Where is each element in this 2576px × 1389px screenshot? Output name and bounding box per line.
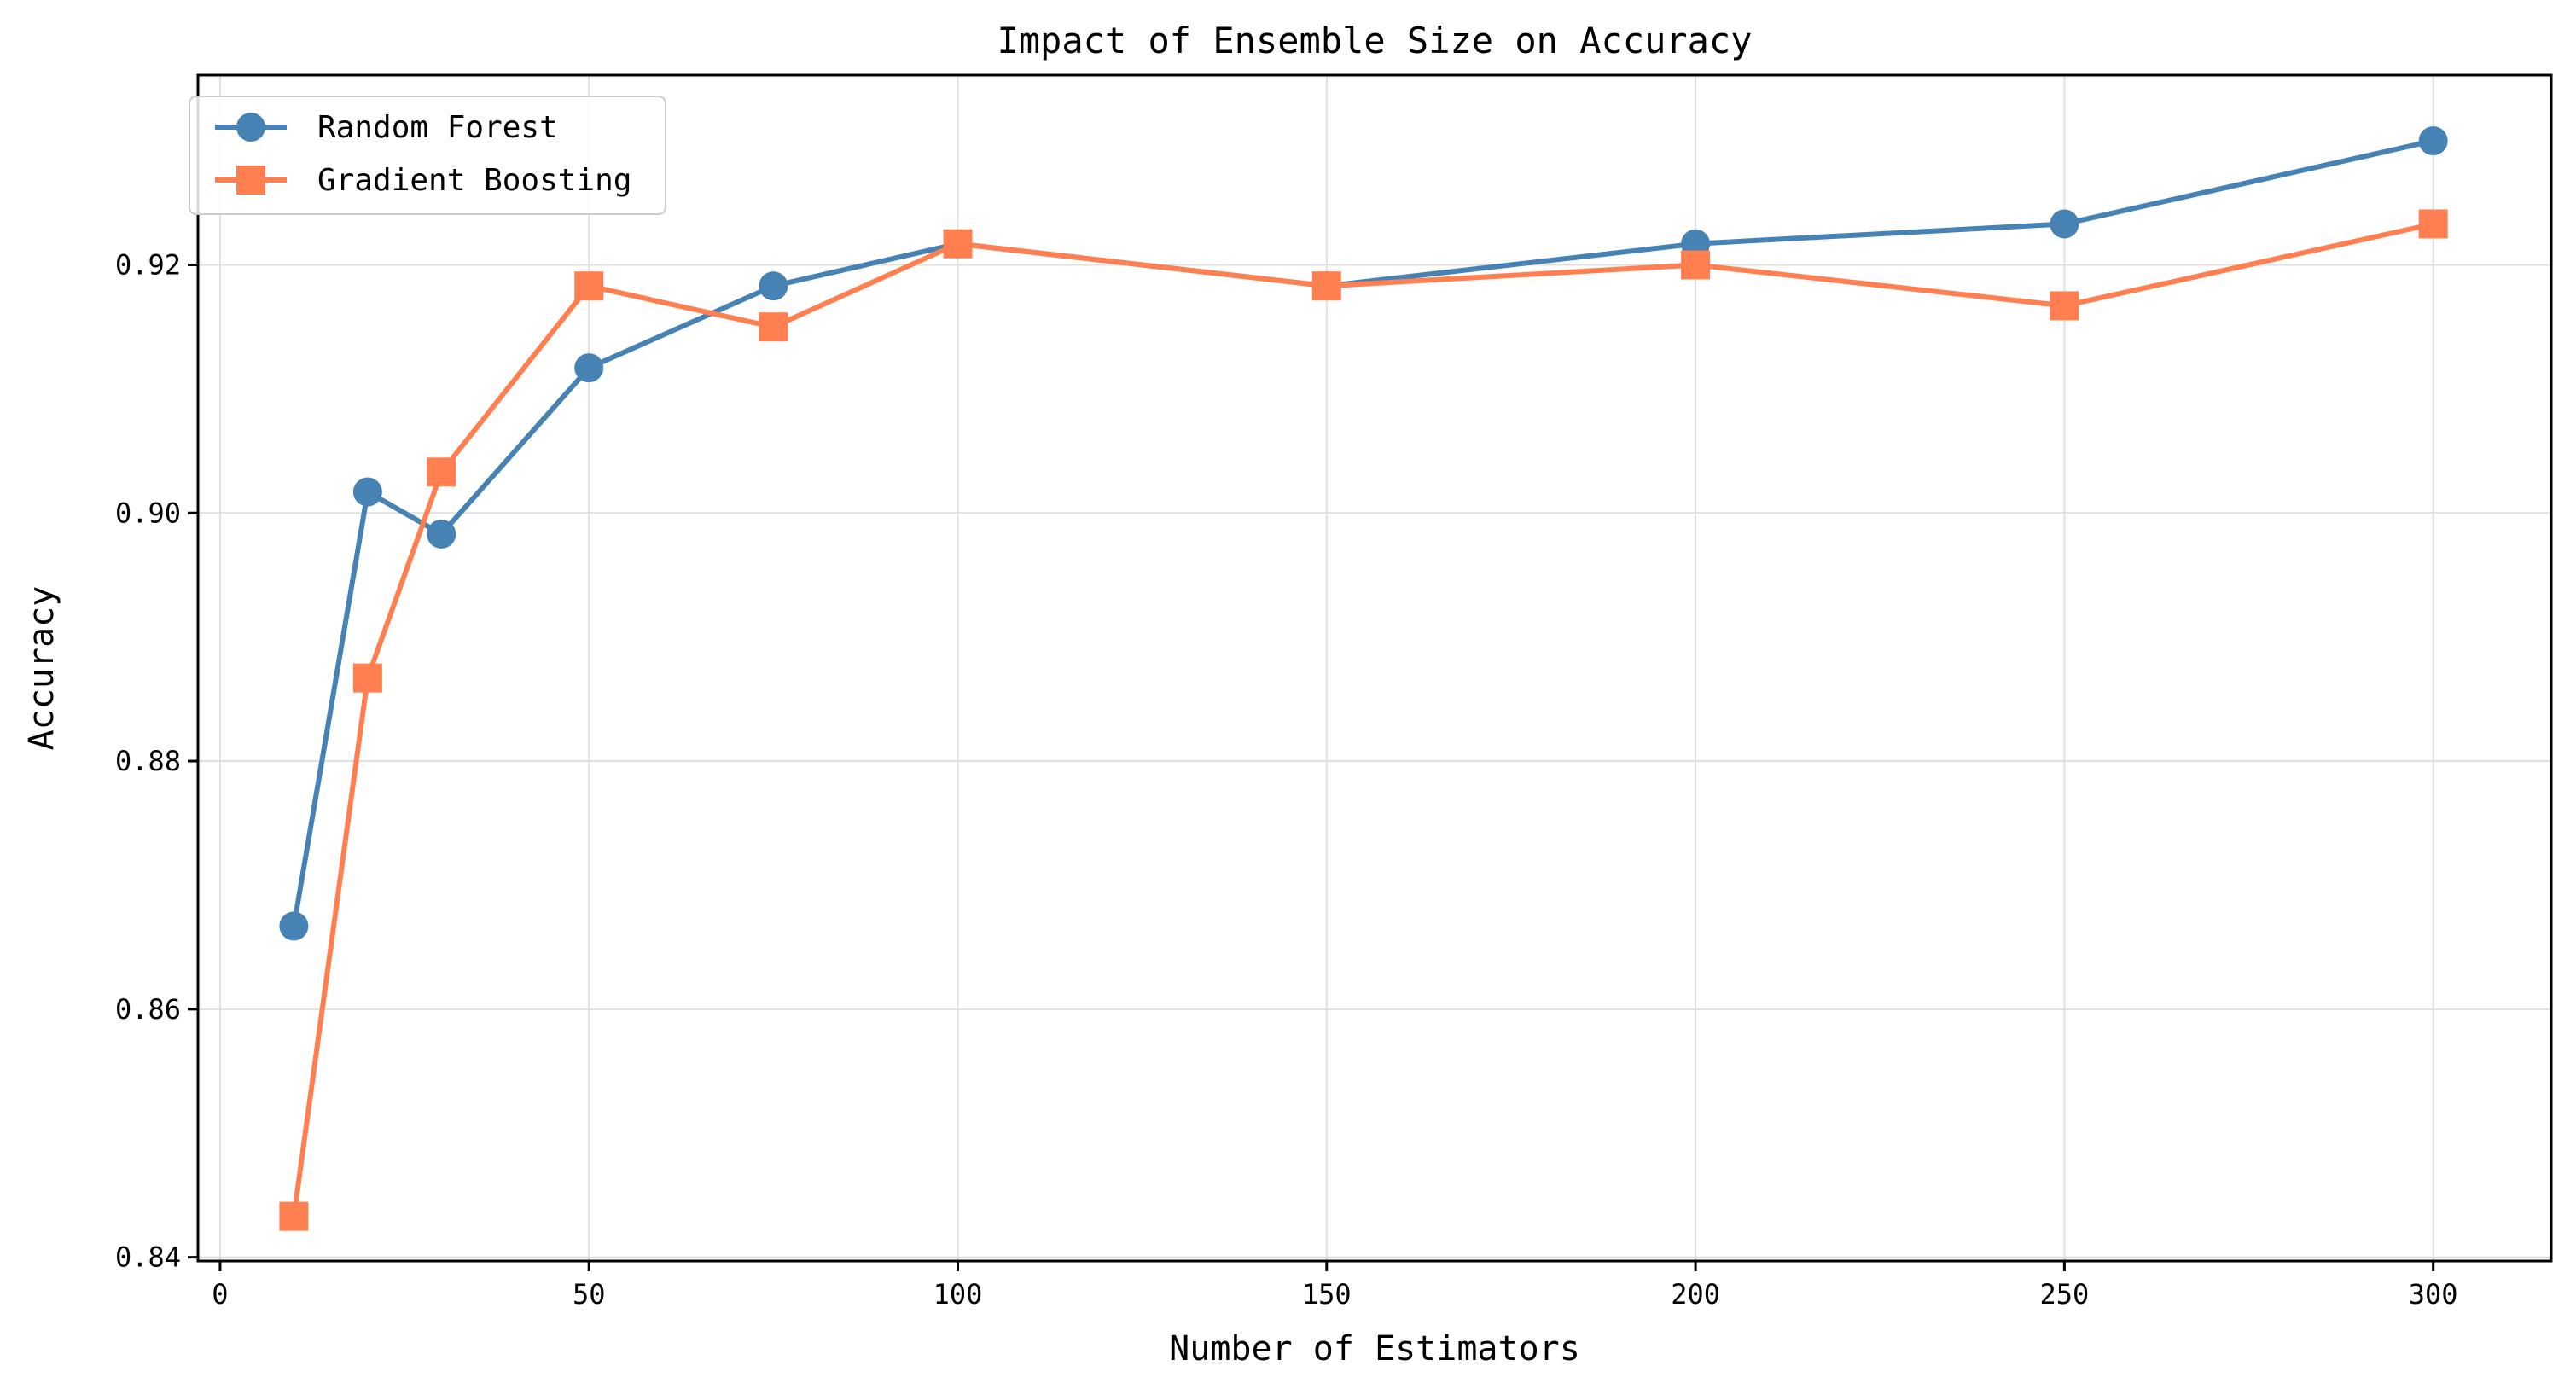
x-tick-label: 150	[1302, 1278, 1352, 1311]
y-tick-label: 0.86	[115, 993, 181, 1026]
data-point	[427, 519, 456, 549]
plot-area-frame	[196, 73, 2553, 1263]
chart-title: Impact of Ensemble Size on Accuracy	[997, 20, 1752, 61]
y-tick-label: 0.90	[115, 497, 181, 529]
legend-marker	[236, 113, 265, 142]
data-point	[279, 1201, 309, 1231]
y-axis-label: Accuracy	[22, 586, 61, 751]
x-tick-label: 0	[212, 1278, 228, 1311]
series-line	[291, 221, 2434, 1218]
data-point	[2050, 291, 2079, 321]
series-random-forest	[279, 126, 2448, 941]
data-point	[1311, 271, 1341, 301]
data-point	[759, 271, 788, 301]
grid-lines	[198, 75, 2551, 1261]
legend-entry: Gradient Boosting	[215, 163, 631, 198]
y-tick-label: 0.92	[115, 248, 181, 281]
data-point	[574, 271, 604, 301]
data-point	[2050, 209, 2079, 239]
legend-box	[189, 96, 666, 215]
data-point	[2418, 126, 2448, 156]
x-tick-label: 250	[2039, 1278, 2089, 1311]
data-point	[352, 477, 382, 507]
x-axis-label: Number of Estimators	[1169, 1329, 1580, 1369]
data-point	[574, 353, 604, 383]
legend-label: Random Forest	[317, 110, 558, 145]
series-line	[291, 138, 2434, 927]
data-point	[759, 312, 788, 342]
data-point	[352, 663, 382, 693]
x-tick-label: 100	[933, 1278, 983, 1311]
axis-ticks: 0 50 100 150 200 250 300 0.84 0.86 0.88 0.90 0.92	[115, 248, 2458, 1311]
legend-marker	[236, 166, 265, 195]
data-point	[1681, 250, 1711, 280]
data-point	[427, 457, 456, 487]
plot-series	[279, 126, 2448, 1231]
legend-label: Gradient Boosting	[317, 163, 631, 198]
legend: Random Forest Gradient Boosting	[189, 96, 666, 215]
legend-entry: Random Forest	[215, 110, 558, 145]
x-tick-label: 200	[1671, 1278, 1720, 1311]
data-point	[943, 229, 973, 259]
data-point	[2418, 209, 2448, 239]
y-tick-label: 0.88	[115, 745, 181, 777]
series-gradient-boosting	[279, 209, 2448, 1231]
data-point	[279, 911, 309, 941]
x-tick-label: 50	[573, 1278, 606, 1311]
y-tick-label: 0.84	[115, 1241, 181, 1274]
x-tick-label: 300	[2409, 1278, 2458, 1311]
